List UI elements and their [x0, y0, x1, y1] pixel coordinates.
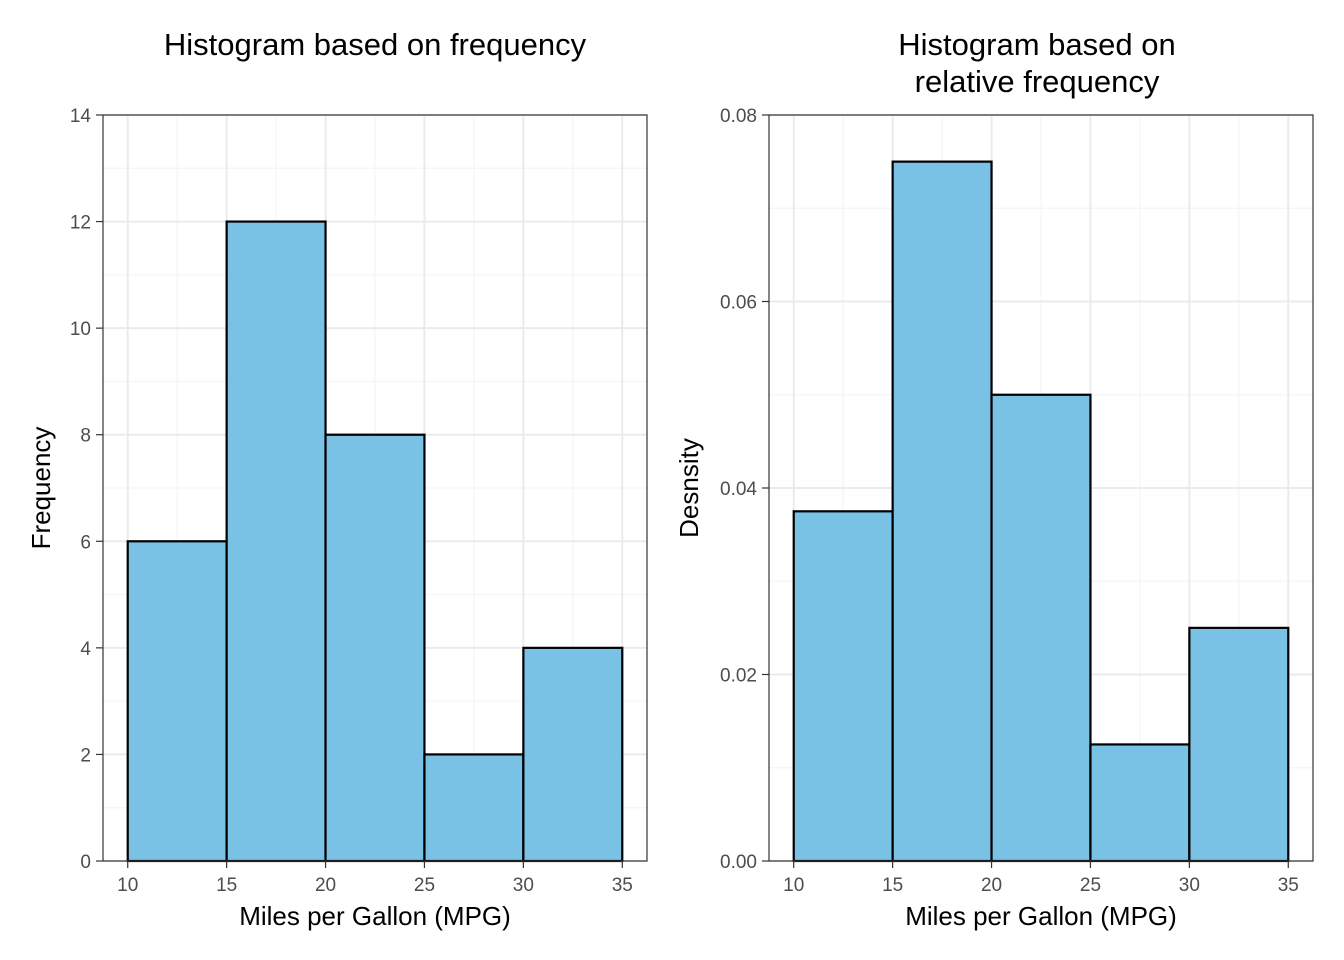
y-tick-label: 12 — [70, 213, 91, 234]
histogram-bar-5 — [1188, 626, 1290, 863]
histogram-bar-4 — [1089, 743, 1191, 863]
histogram-relative-frequency-chart: 10 15 20 25 30 35 0.00 0.02 0.04 0.06 0.08 Histogra… — [674, 27, 1314, 931]
chart-title: Histogram based on frequency — [164, 27, 587, 62]
chart-title-line: Histogram based on frequency — [164, 27, 587, 62]
histogram-frequency-chart: 10 15 20 25 30 35 0 2 4 6 8 10 12 14 Histogram based o… — [26, 27, 648, 931]
x-tick-label: 30 — [1179, 875, 1200, 896]
x-tick-label: 10 — [783, 875, 804, 896]
x-tick-label: 20 — [315, 875, 336, 896]
x-tick-label: 25 — [414, 875, 435, 896]
y-tick-label: 0 — [80, 852, 91, 873]
y-tick-label: 10 — [70, 319, 91, 340]
histogram-bar-1 — [126, 540, 228, 863]
y-tick-label: 8 — [80, 426, 91, 447]
y-tick-label: 0.08 — [720, 106, 757, 127]
x-tick-label: 20 — [981, 875, 1002, 896]
histogram-bar-3 — [324, 433, 426, 863]
x-axis-label: Miles per Gallon (MPG) — [905, 901, 1177, 931]
histogram-bar-5 — [522, 646, 624, 863]
x-tick-label: 35 — [1278, 875, 1299, 896]
y-tick-label: 4 — [80, 639, 91, 660]
chart-title-line: relative frequency — [915, 64, 1160, 99]
x-tick-label: 30 — [513, 875, 534, 896]
y-tick-label: 0.06 — [720, 293, 757, 314]
y-tick-label: 6 — [80, 532, 91, 553]
y-tick-label: 14 — [70, 106, 92, 127]
x-tick-label: 35 — [612, 875, 633, 896]
y-axis-label: Desnsity — [674, 438, 704, 538]
x-tick-label: 15 — [216, 875, 237, 896]
y-tick-label: 0.04 — [720, 479, 757, 500]
x-tick-label: 10 — [117, 875, 138, 896]
x-tick-label: 15 — [882, 875, 903, 896]
x-tick-label: 25 — [1080, 875, 1101, 896]
histogram-bar-2 — [225, 220, 327, 863]
y-tick-label: 2 — [80, 745, 91, 766]
y-tick-label: 0.02 — [720, 666, 757, 687]
chart-title-line: Histogram based on — [898, 27, 1175, 62]
histogram-bar-4 — [423, 753, 525, 863]
histogram-bar-1 — [792, 510, 894, 863]
panel-border — [102, 114, 648, 862]
histogram-bar-2 — [891, 160, 993, 863]
histogram-bar-3 — [990, 393, 1092, 863]
x-axis-label: Miles per Gallon (MPG) — [239, 901, 511, 931]
y-tick-label: 0.00 — [720, 852, 757, 873]
y-axis-label: Frequency — [26, 427, 56, 550]
chart-title: Histogram based on relative frequency — [898, 27, 1175, 99]
